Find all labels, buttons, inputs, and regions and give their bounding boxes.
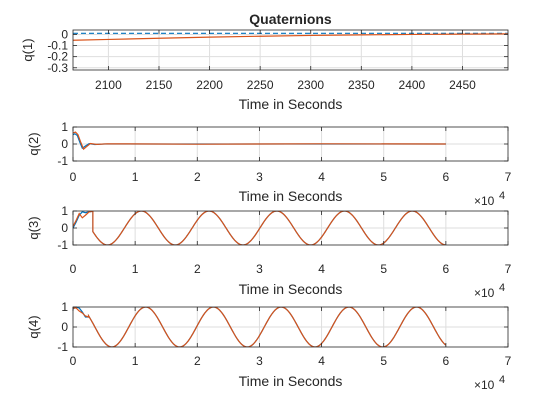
x-tick-label: 5 [380, 170, 387, 184]
y-axis-label: q(4) [26, 315, 41, 338]
y-tick-label: -0.1 [47, 39, 68, 53]
y-axis-label: q(2) [26, 132, 41, 155]
y-axis-label: q(3) [26, 216, 41, 239]
x-tick-label: 2 [194, 354, 201, 368]
x-axis-label: Time in Seconds [239, 96, 343, 112]
y-tick-label: 0 [61, 137, 68, 151]
x-tick-label: 7 [505, 262, 512, 276]
series-line-2 [73, 307, 446, 347]
y-tick-label: -0.3 [47, 61, 68, 75]
x-tick-label: 2150 [146, 78, 173, 92]
x-tick-label: 1 [132, 170, 139, 184]
x-tick-label: 2450 [449, 78, 476, 92]
y-tick-label: -1 [57, 238, 68, 252]
x-tick-label: 0 [70, 354, 77, 368]
y-tick-label: -0.2 [47, 50, 68, 64]
y-tick-label: 0 [61, 320, 68, 334]
x-tick-label: 2100 [95, 78, 122, 92]
x-tick-label: 4 [318, 170, 325, 184]
x-axis-label: Time in Seconds [239, 188, 343, 204]
y-tick-label: 0 [61, 27, 68, 41]
x-tick-label: 0 [70, 262, 77, 276]
x-tick-label: 2400 [399, 78, 426, 92]
x-tick-label: 4 [318, 262, 325, 276]
y-tick-label: 1 [61, 204, 68, 218]
x-axis-exponent-power: 4 [499, 374, 505, 386]
x-axis-label: Time in Seconds [239, 281, 343, 297]
x-axis-exponent: ×10 [474, 194, 495, 208]
x-tick-label: 0 [70, 170, 77, 184]
x-axis-exponent: ×10 [474, 286, 495, 300]
x-tick-label: 2 [194, 262, 201, 276]
x-tick-label: 4 [318, 354, 325, 368]
y-tick-label: 1 [61, 300, 68, 314]
x-tick-label: 5 [380, 354, 387, 368]
x-axis-exponent-power: 4 [499, 282, 505, 294]
series-line-2 [73, 33, 508, 41]
x-tick-label: 3 [256, 354, 263, 368]
x-tick-label: 2250 [247, 78, 274, 92]
x-tick-label: 1 [132, 354, 139, 368]
x-tick-label: 2350 [348, 78, 375, 92]
x-tick-label: 7 [505, 354, 512, 368]
x-tick-label: 1 [132, 262, 139, 276]
x-tick-label: 2300 [297, 78, 324, 92]
subplot-1: 2100 2150 2200 2250 2300 2350 2400 24500-0.1-0.… [20, 11, 509, 112]
x-axis-exponent-power: 4 [499, 190, 505, 202]
x-tick-label: 5 [380, 262, 387, 276]
x-tick-label: 3 [256, 262, 263, 276]
y-tick-label: -1 [57, 154, 68, 168]
series-line-2 [73, 131, 446, 151]
x-axis-label: Time in Seconds [239, 373, 343, 389]
x-axis-exponent: ×10 [474, 378, 495, 392]
x-tick-label: 6 [443, 262, 450, 276]
series-line-2 [73, 211, 446, 245]
y-tick-label: 1 [61, 120, 68, 134]
y-axis-label: q(1) [20, 38, 35, 61]
chart-title: Quaternions [249, 11, 332, 27]
y-tick-label: 0 [61, 221, 68, 235]
x-tick-label: 6 [443, 170, 450, 184]
x-tick-label: 3 [256, 170, 263, 184]
x-tick-label: 2 [194, 170, 201, 184]
plot-area [73, 30, 508, 70]
x-tick-label: 7 [505, 170, 512, 184]
x-tick-label: 2200 [196, 78, 223, 92]
axes-box [72, 29, 509, 71]
x-tick-label: 6 [443, 354, 450, 368]
y-tick-label: -1 [57, 340, 68, 354]
